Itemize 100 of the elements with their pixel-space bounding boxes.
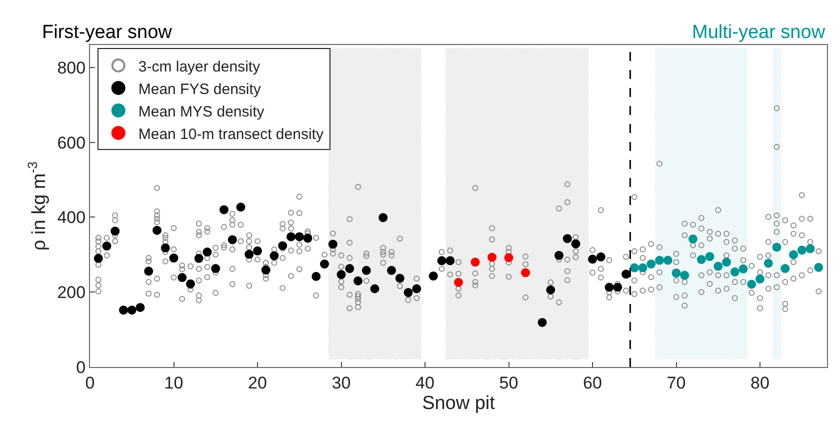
point [102,242,112,251]
point [286,232,296,242]
point [211,264,220,274]
point [655,256,664,265]
x-tick-label: 20 [248,373,267,392]
point [294,232,304,242]
point [772,242,782,252]
point [119,306,128,315]
text: First-year snow [42,22,172,43]
point [94,254,103,263]
point [789,250,798,260]
y-tick-label: 200 [57,283,86,302]
point [806,244,815,254]
legend-label: Mean MYS density [138,103,265,120]
point [622,270,630,279]
point [428,272,438,281]
point [546,285,556,294]
point [270,251,279,260]
point [446,256,455,266]
point [562,234,572,244]
point [336,270,346,280]
point [328,240,338,249]
point [437,256,446,266]
point [714,262,723,271]
point [202,248,212,257]
y-tick-label: 600 [57,133,86,152]
x-tick-label: 40 [416,373,434,392]
point [362,266,371,275]
point [613,282,622,292]
point [454,278,463,287]
point [236,202,246,212]
point [571,239,580,248]
point [312,272,321,281]
point [638,263,648,272]
point [278,241,288,250]
point [663,256,672,265]
point [345,264,354,274]
point [730,267,740,276]
y-tick-label: 0 [76,358,86,377]
point [705,252,714,262]
point [756,274,764,284]
point [747,280,756,289]
point [144,266,154,276]
point [554,250,564,260]
point [764,258,773,268]
point [738,264,748,274]
point [127,306,136,315]
point [261,266,270,275]
point [521,268,530,278]
point [470,258,480,267]
point [160,243,170,252]
x-tick-label: 60 [583,373,602,392]
point [814,262,824,272]
x-axis-title: Snow pit [422,393,496,414]
point [194,254,204,263]
point [169,254,178,263]
text: Multi-year snow [692,22,826,43]
point [387,266,396,275]
point [370,284,380,294]
y-tick-label: 800 [57,58,86,78]
point [253,246,262,256]
point [596,252,606,262]
point [672,268,681,278]
point [412,284,422,294]
point [354,276,362,286]
point [722,258,731,267]
point [688,234,698,244]
point [797,246,806,255]
legend-label: Mean 10-m transect density [138,126,324,143]
x-tick-label: 50 [499,373,518,392]
legend-label: Mean FYS density [138,80,262,98]
legend-label: 3-cm layer density [138,58,261,76]
point [178,273,187,282]
point [244,250,254,259]
point [696,255,706,264]
point [110,226,120,236]
point [220,205,228,214]
point [780,264,790,274]
point [320,260,329,269]
point [630,263,639,272]
point [186,279,195,288]
point [404,288,413,297]
point [152,226,162,235]
point [680,270,690,280]
x-tick-label: 70 [666,373,686,392]
point [228,235,237,244]
point [646,260,656,269]
point [378,213,388,222]
point [303,234,312,243]
y-tick-label: 400 [57,208,86,228]
x-tick-label: 10 [164,373,184,392]
x-tick-label: 30 [332,373,351,392]
point [538,318,547,327]
point [604,282,614,292]
point [136,302,145,312]
point [588,254,597,264]
point [488,252,496,262]
point [504,253,514,262]
point [395,274,404,283]
x-tick-label: 80 [750,373,770,392]
